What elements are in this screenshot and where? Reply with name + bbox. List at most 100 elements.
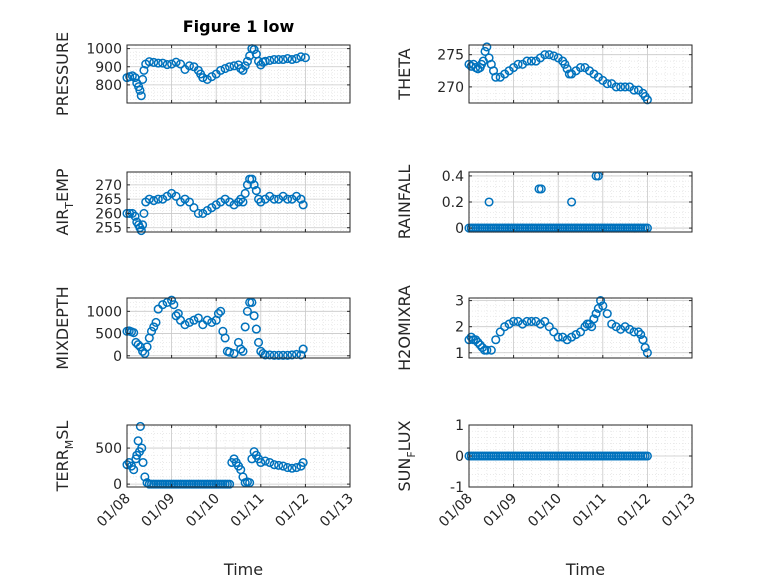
data-point — [283, 462, 293, 473]
data-point — [216, 197, 226, 207]
data-point — [242, 180, 252, 190]
y-axis-label: SUNFLUX — [395, 420, 418, 491]
data-point — [229, 200, 239, 210]
data-point — [137, 443, 147, 453]
x-axis-label: Time — [223, 560, 263, 579]
subplot-8: -1 0 1 01/08 01/09 01/10 01/11 01/12 01/13 SUNFLU… — [395, 418, 699, 579]
data-point — [553, 332, 563, 342]
x-tick-label: 01/13 — [317, 491, 357, 531]
data-point — [249, 44, 259, 55]
data-point — [298, 344, 308, 354]
data-point — [513, 59, 523, 69]
data-point — [287, 350, 297, 360]
data-point — [544, 322, 554, 332]
data-point — [213, 309, 223, 319]
data-point — [242, 56, 252, 66]
data-point — [486, 345, 496, 355]
data-point — [283, 350, 293, 360]
data-point — [278, 54, 288, 65]
data-point — [291, 191, 302, 201]
data-point — [633, 327, 644, 337]
data-point — [144, 194, 154, 204]
data-point — [562, 64, 572, 74]
data-point — [265, 55, 275, 65]
data-point — [522, 316, 532, 327]
data-point — [274, 54, 284, 65]
y-tick-label: 0 — [455, 449, 464, 465]
data-point — [220, 194, 230, 204]
data-point — [562, 335, 572, 345]
data-point — [260, 456, 270, 466]
data-point — [238, 197, 248, 207]
data-point — [247, 174, 257, 184]
data-point — [283, 54, 293, 64]
y-tick-label: 3 — [455, 294, 464, 310]
axes-box — [126, 171, 351, 233]
x-tick-label: 01/09 — [139, 491, 179, 531]
data-point — [133, 436, 143, 446]
data-point — [238, 65, 248, 75]
data-point — [136, 91, 146, 101]
data-point — [296, 350, 306, 360]
data-point — [596, 296, 606, 306]
data-point — [593, 303, 603, 313]
data-point — [220, 64, 230, 74]
data-point — [202, 315, 212, 325]
x-tick-label: 01/11 — [570, 491, 610, 531]
data-series — [122, 295, 308, 360]
data-point — [162, 60, 172, 70]
data-point — [571, 329, 581, 340]
data-point — [298, 457, 308, 468]
data-point — [249, 311, 259, 321]
data-point — [140, 472, 150, 482]
data-point — [129, 465, 139, 475]
subplot-4: 0 0.2 0.4 RAINFALL — [395, 165, 693, 239]
data-point — [287, 54, 297, 65]
axes-box — [126, 44, 351, 104]
y-axis-label: PRESSURE — [53, 32, 72, 116]
data-point — [473, 337, 483, 347]
data-point — [251, 324, 261, 334]
data-point — [202, 206, 212, 216]
data-point — [131, 454, 141, 464]
data-point — [225, 479, 235, 489]
data-point — [616, 324, 626, 334]
data-point — [135, 85, 145, 95]
data-point — [575, 327, 586, 337]
data-point — [193, 313, 203, 323]
data-series — [122, 44, 310, 101]
data-point — [167, 59, 177, 69]
data-point — [287, 463, 297, 473]
data-point — [558, 332, 568, 342]
data-point — [274, 194, 284, 204]
data-point — [611, 322, 621, 332]
data-series — [464, 296, 652, 358]
y-tick-label: 275 — [437, 48, 464, 64]
data-point — [580, 322, 590, 332]
data-point — [491, 72, 501, 82]
data-point — [484, 197, 494, 207]
data-point — [300, 53, 310, 63]
data-point — [536, 184, 546, 194]
data-point — [167, 295, 177, 305]
y-tick-label: 0.4 — [442, 169, 464, 185]
y-tick-label: 0.2 — [442, 195, 464, 211]
data-point — [207, 317, 217, 327]
x-tick-label: 01/10 — [525, 491, 565, 531]
y-tick-label: 270 — [95, 178, 122, 194]
data-point — [625, 324, 635, 334]
data-point — [509, 316, 519, 327]
data-point — [482, 345, 492, 355]
data-point — [225, 62, 235, 72]
data-point — [260, 56, 270, 66]
subplot-5: 0 500 1000 MIXDEPTH — [53, 286, 351, 370]
data-point — [247, 297, 257, 307]
subplot-2: 270 275 THETA — [395, 42, 693, 105]
y-tick-label: 255 — [95, 221, 122, 237]
data-point — [151, 317, 161, 327]
data-series — [122, 421, 308, 489]
axes-box — [468, 297, 693, 359]
y-tick-label: 2 — [455, 320, 464, 336]
x-tick-label: 01/08 — [436, 491, 476, 531]
data-point — [260, 194, 270, 204]
